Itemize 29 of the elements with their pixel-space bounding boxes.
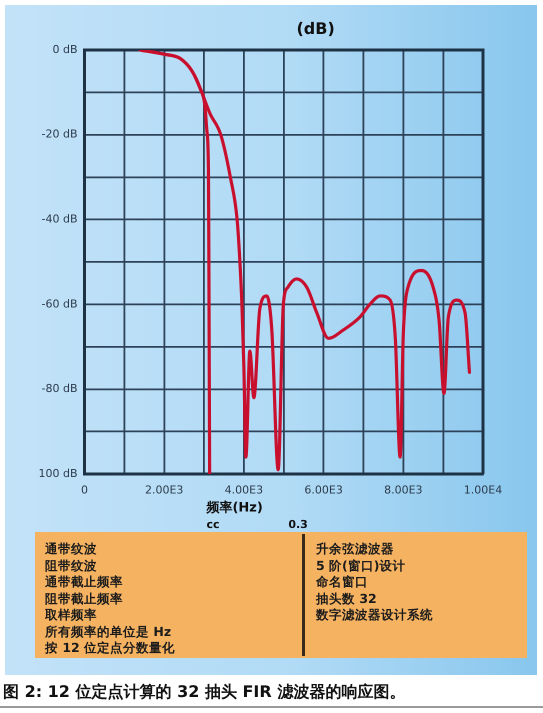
text: 数字滤波器设计系统 (316, 607, 433, 624)
y-tick-label: 100 dB (38, 466, 78, 480)
text: 所有频率的单位是 Hz (45, 624, 172, 640)
text: 通带纹波 (45, 541, 98, 558)
y-tick-label: 0 dB (52, 42, 78, 56)
x-axis-title: 频率(Hz) (205, 499, 263, 516)
text: 升余弦滤波器 (316, 541, 395, 558)
y-tick-label: -20 dB (42, 128, 78, 141)
x-tick-label: 6.00E3 (304, 483, 343, 496)
caption: 图 2: 12 位定点计算的 32 抽头 FIR 滤波器的响应图。 (3, 681, 406, 703)
y-axis-title: (dB) (296, 19, 335, 38)
y-tick-label: -40 dB (42, 212, 78, 226)
text: 命名窗口 (316, 574, 369, 590)
text: 5 阶(窗口)设计 (316, 558, 406, 574)
text: 抽头数 32 (316, 590, 378, 607)
x-tick-label: 8.00E3 (384, 483, 423, 496)
text: cc (206, 518, 220, 531)
y-tick-label: -80 dB (42, 382, 78, 396)
text: 0.3 (288, 518, 308, 531)
text: 通带截止频率 (45, 574, 124, 590)
text: 阻带纹波 (45, 558, 98, 574)
text: 按 12 位定点分数量化 (45, 640, 176, 656)
text: 阻带截止频率 (45, 590, 124, 607)
x-tick-label: 2.00E3 (144, 483, 184, 496)
x-tick-label: 1.00E4 (464, 483, 502, 496)
x-tick-label: 0 (81, 483, 88, 496)
x-tick-label: 4.00E3 (224, 483, 264, 496)
text: 取样频率 (45, 607, 98, 624)
y-tick-label: -60 dB (42, 297, 78, 310)
